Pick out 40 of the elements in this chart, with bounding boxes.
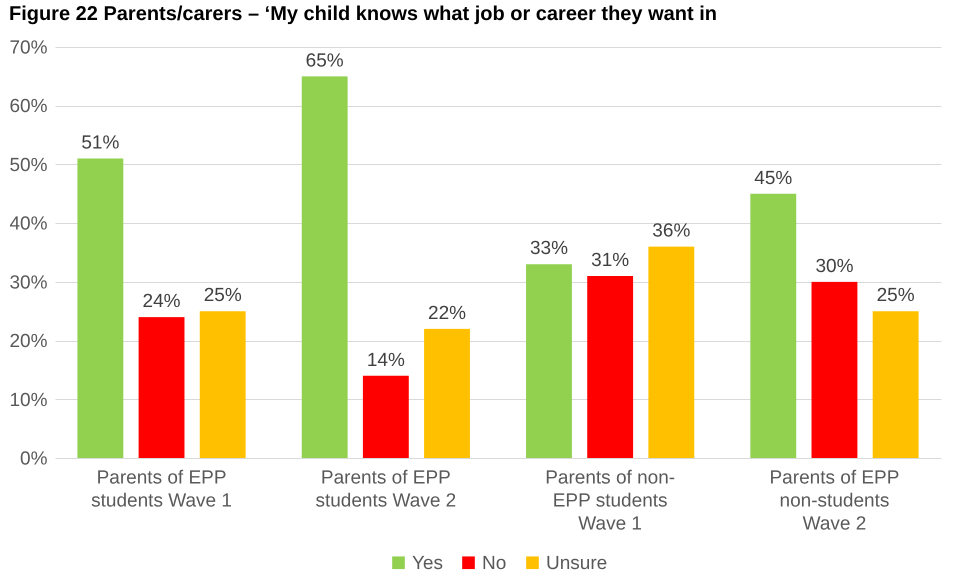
bar	[872, 311, 919, 458]
bar	[648, 246, 694, 458]
data-label: 65%	[306, 50, 344, 72]
bar	[587, 276, 634, 458]
x-tick-label: Parents of non-EPP students Wave 1	[545, 468, 676, 534]
data-label: 24%	[142, 291, 181, 312]
data-label: 25%	[204, 285, 242, 306]
data-label: 45%	[754, 168, 792, 189]
y-tick-label: 40%	[9, 214, 48, 235]
bar	[362, 376, 409, 458]
y-tick-label: 0%	[20, 448, 48, 470]
legend-label: No	[482, 552, 506, 574]
data-label: 36%	[652, 220, 690, 242]
data-label: 25%	[876, 285, 915, 306]
y-tick-label: 60%	[9, 96, 48, 118]
bar	[812, 282, 858, 458]
y-tick-label: 10%	[9, 390, 48, 411]
data-label: 14%	[366, 350, 405, 371]
chart-title: Figure 22 Parents/carers – ‘My child knows what job or career they want in	[8, 3, 717, 25]
bar	[77, 158, 124, 458]
data-label: 22%	[428, 302, 466, 324]
x-tick-label: Parents of EPP non-students Wave 2	[770, 468, 900, 534]
data-label: 51%	[81, 132, 120, 154]
data-label: 33%	[530, 238, 568, 260]
y-tick-label: 50%	[9, 154, 48, 176]
bar	[138, 317, 184, 458]
bar	[750, 194, 796, 458]
x-tick-label: Parents of EPP students Wave 1	[91, 468, 232, 512]
x-tick-label: Parents of EPP students Wave 2	[315, 468, 456, 512]
data-label: 31%	[591, 250, 630, 271]
data-label: 30%	[815, 256, 854, 277]
y-tick-label: 20%	[9, 331, 48, 352]
legend-label: Yes	[412, 552, 443, 574]
bar	[200, 311, 246, 458]
bar	[302, 76, 348, 458]
y-tick-label: 70%	[9, 38, 48, 58]
bar	[526, 264, 572, 458]
y-tick-label: 30%	[9, 272, 48, 294]
bar	[424, 328, 470, 458]
legend-label: Unsure	[546, 552, 608, 574]
